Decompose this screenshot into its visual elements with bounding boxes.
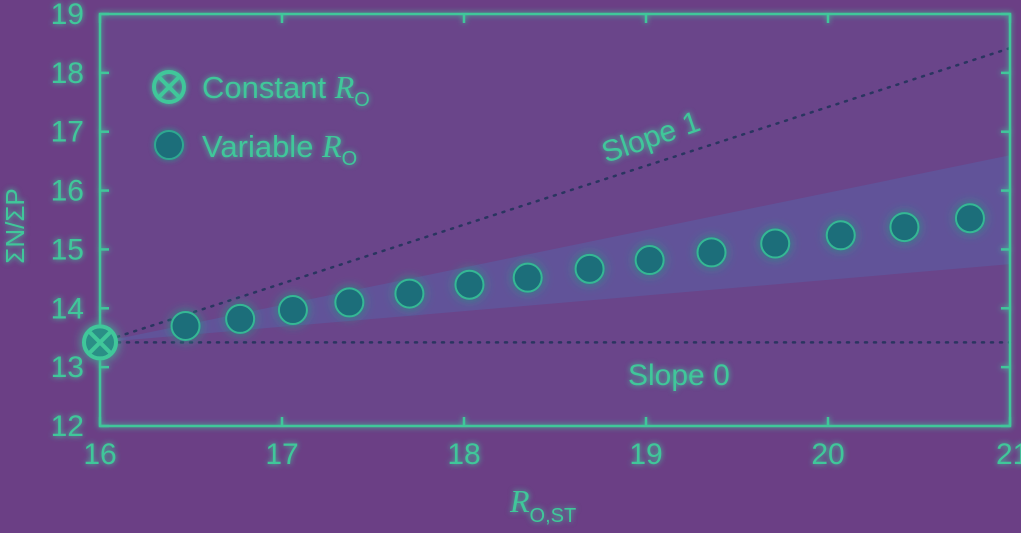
data-point-variable-8 [634, 245, 665, 276]
annotation-slope-0: Slope 0 [628, 359, 730, 392]
data-points-layer [82, 203, 985, 361]
data-point-variable-2 [277, 295, 308, 326]
legend-label-variable: Variable RO [202, 128, 357, 170]
y-tick-label-17: 17 [51, 116, 84, 149]
legend-marker-constant [152, 70, 186, 104]
x-tick-label-17: 17 [265, 438, 298, 471]
data-point-variable-13 [954, 203, 985, 234]
data-point-variable-7 [574, 253, 605, 284]
y-tick-label-13: 13 [51, 351, 84, 384]
y-tick-label-12: 12 [51, 410, 84, 443]
y-tick-label-16: 16 [51, 175, 84, 208]
constant-marker-cross-b [87, 330, 113, 355]
axes-frame [98, 12, 1012, 428]
x-tick-label-19: 19 [629, 438, 662, 471]
legend-marker-variable [154, 130, 184, 160]
x-tick-label-21: 21 [996, 438, 1021, 471]
legend-variable-text: Variable [202, 129, 322, 164]
x-axis-title-main: R [509, 483, 530, 519]
data-point-variable-6 [512, 262, 543, 293]
reference-lines-layer [98, 46, 1012, 344]
legend-variable-sub: O [342, 148, 358, 170]
data-point-variable-10 [760, 228, 791, 259]
legend: Constant RO Variable RO [152, 69, 370, 170]
legend-variable-r: R [321, 128, 342, 164]
x-axis-title: RO,ST [509, 483, 576, 527]
uncertainty-band-layer [100, 155, 1010, 343]
y-tick-label-19: 19 [51, 0, 84, 31]
y-tick-label-15: 15 [51, 233, 84, 266]
x-tick-label-18: 18 [447, 438, 480, 471]
x-axis-title-sub: O,ST [530, 505, 577, 527]
uncertainty-band [100, 155, 1010, 343]
legend-constant-text: Constant [202, 70, 335, 105]
data-point-variable-0 [170, 310, 201, 341]
legend-label-constant: Constant RO [202, 69, 370, 111]
data-point-variable-4 [394, 278, 425, 309]
y-tick-label-14: 14 [51, 292, 84, 325]
data-point-variable-3 [334, 287, 365, 318]
x-tick-label-20: 20 [811, 438, 844, 471]
x-tick-label-16: 16 [83, 438, 116, 471]
y-tick-label-18: 18 [51, 57, 84, 90]
data-point-variable-9 [696, 237, 727, 268]
legend-constant-r: R [334, 69, 355, 105]
reference-line-slope-1 [98, 46, 1012, 344]
data-point-variable-5 [454, 269, 485, 300]
data-point-variable-1 [225, 303, 256, 334]
text-layer: RO,ST ΣN/ΣP Constant RO Variable RO [0, 69, 730, 527]
data-point-variable-11 [825, 220, 856, 251]
data-point-constant-0 [82, 324, 118, 361]
axes-layer: 16 17 18 19 20 21 12 13 14 15 16 17 18 19 [51, 0, 1021, 471]
y-axis-title: ΣN/ΣP [0, 188, 30, 264]
legend-constant-sub: O [354, 89, 370, 111]
data-point-variable-12 [889, 212, 920, 243]
